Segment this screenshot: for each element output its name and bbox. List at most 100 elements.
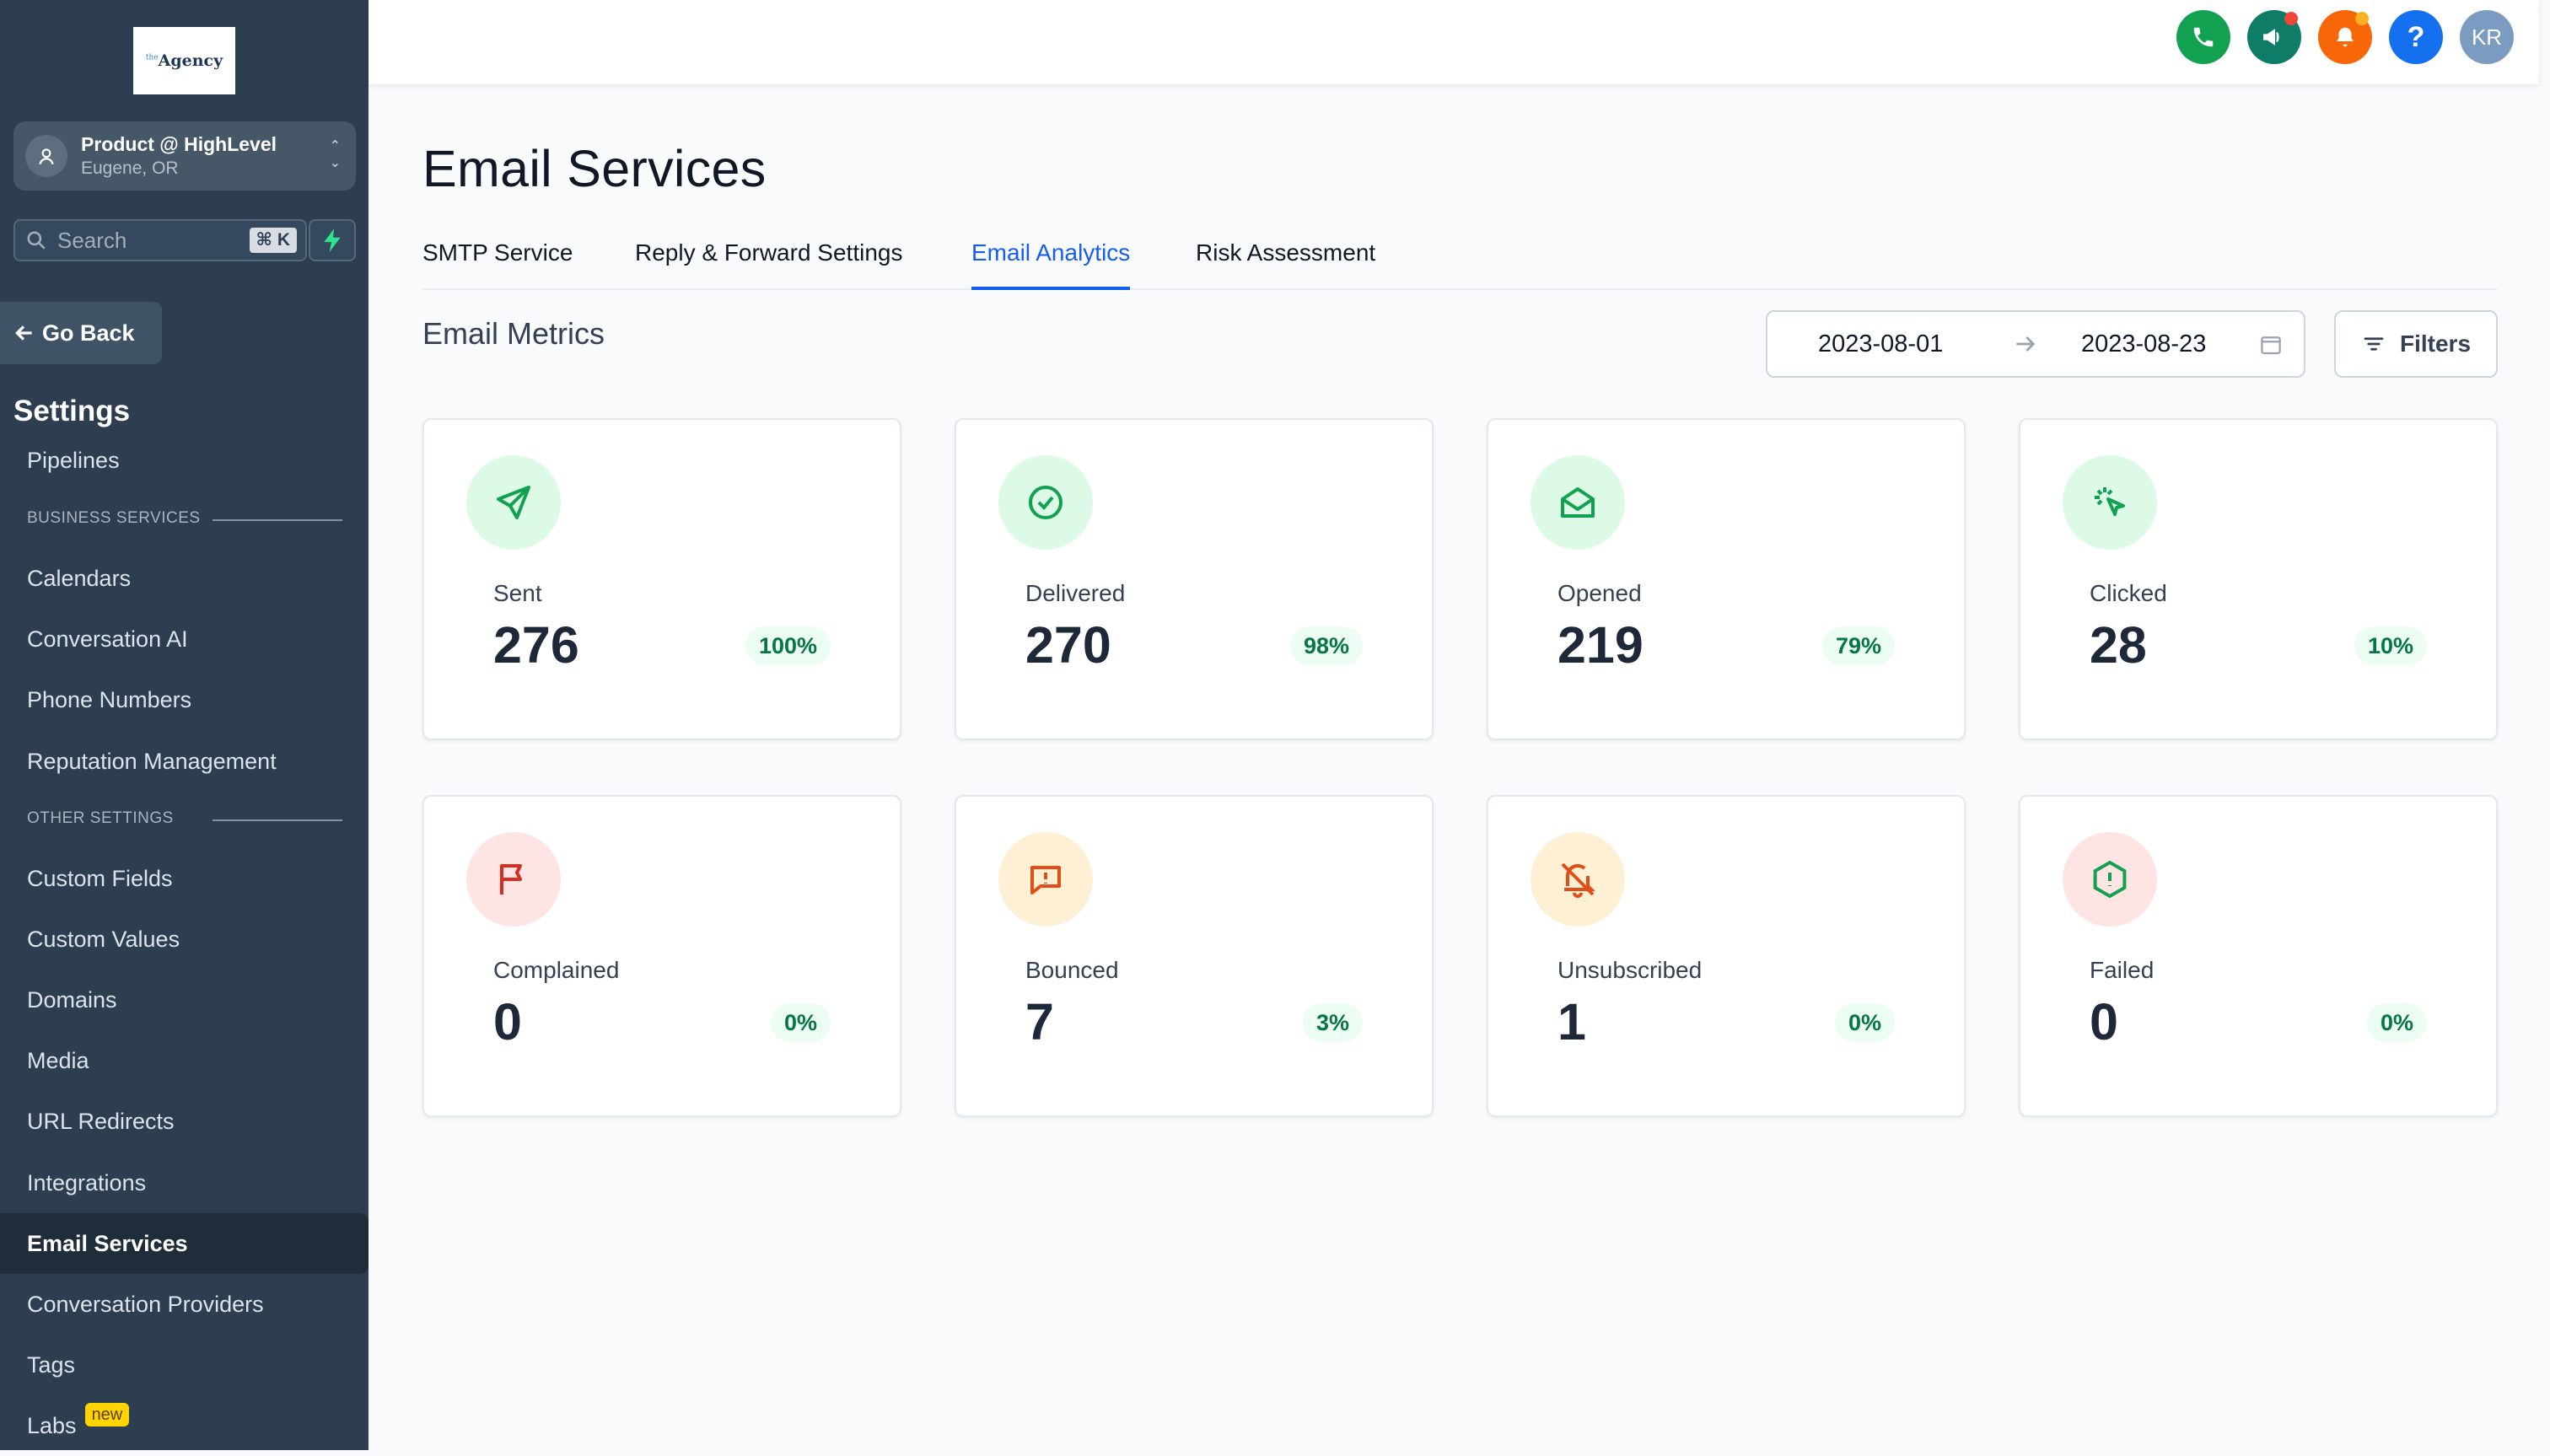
send-icon (466, 455, 561, 550)
metric-card-complained: Complained 0 0% (422, 795, 901, 1117)
phone-button[interactable] (2176, 10, 2230, 64)
filters-button[interactable]: Filters (2334, 310, 2498, 378)
metric-value: 0 (493, 993, 522, 1050)
date-range-picker[interactable]: 2023-08-01 2023-08-23 (1766, 310, 2305, 378)
logo-text: Agency (158, 51, 223, 70)
tab-reply-forward-settings[interactable]: Reply & Forward Settings (635, 239, 903, 266)
metric-card-sent: Sent 276 100% (422, 418, 901, 740)
metric-percent-badge: 0% (1834, 1003, 1895, 1042)
sidebar-item-custom-fields[interactable]: Custom Fields (27, 865, 173, 891)
tabs: SMTP Service Reply & Forward Settings Em… (422, 236, 2497, 290)
calendar-icon (2261, 336, 2281, 355)
go-back-label: Go Back (42, 320, 135, 346)
date-start[interactable]: 2023-08-01 (1818, 330, 1944, 357)
metric-card-failed: Failed 0 0% (2019, 795, 2498, 1117)
sidebar-item-conversation-providers[interactable]: Conversation Providers (27, 1291, 264, 1317)
sidebar-item-reputation-management[interactable]: Reputation Management (27, 748, 277, 774)
check-circle-icon (998, 455, 1093, 550)
metric-value: 219 (1557, 616, 1644, 674)
account-location: Eugene, OR (81, 158, 179, 178)
metric-percent-badge: 0% (2366, 1003, 2427, 1042)
metric-label: Complained (493, 957, 620, 983)
metric-percent-badge: 100% (745, 626, 831, 665)
search-input[interactable]: Search ⌘ K (13, 219, 307, 261)
notifications-button[interactable] (2318, 10, 2372, 64)
tab-risk-assessment[interactable]: Risk Assessment (1196, 239, 1376, 266)
metric-card-bounced: Bounced 7 3% (955, 795, 1434, 1117)
metric-value: 0 (2090, 993, 2118, 1050)
settings-title: Settings (13, 395, 131, 427)
metric-value: 28 (2090, 616, 2147, 674)
sidebar-item-domains[interactable]: Domains (27, 986, 117, 1013)
metric-label: Sent (493, 580, 542, 606)
user-avatar[interactable]: KR (2460, 10, 2514, 64)
date-end[interactable]: 2023-08-23 (2081, 330, 2207, 357)
sidebar-item-email-services[interactable]: Email Services (0, 1213, 369, 1274)
account-switcher[interactable]: Product @ HighLevel Eugene, OR ⌃ ⌄ (13, 121, 356, 191)
metric-value: 7 (1025, 993, 1054, 1050)
metric-percent-badge: 79% (1821, 626, 1895, 665)
arrow-right-icon (2016, 336, 2036, 352)
new-badge: new (84, 1403, 130, 1426)
sidebar: theAgency Product @ HighLevel Eugene, OR… (0, 0, 369, 1450)
go-back-button[interactable]: Go Back (0, 302, 162, 364)
metric-percent-badge: 98% (1289, 626, 1363, 665)
sidebar-item-custom-values[interactable]: Custom Values (27, 926, 180, 952)
sidebar-item-labs[interactable]: Labs new (0, 1395, 369, 1456)
metric-label: Bounced (1025, 957, 1119, 983)
metric-percent-badge: 0% (770, 1003, 831, 1042)
labs-label: Labs (27, 1412, 77, 1438)
search-icon (27, 231, 46, 250)
metric-card-clicked: Clicked 28 10% (2019, 418, 2498, 740)
tab-email-analytics[interactable]: Email Analytics (971, 239, 1131, 290)
sidebar-item-calendars[interactable]: Calendars (27, 565, 132, 591)
filters-label: Filters (2399, 330, 2472, 357)
metric-label: Opened (1557, 580, 1642, 606)
megaphone-icon (2263, 29, 2279, 46)
message-alert-icon (998, 832, 1093, 927)
bell-off-icon (1531, 832, 1625, 927)
metric-percent-badge: 3% (1302, 1003, 1363, 1042)
bell-icon (2337, 27, 2354, 47)
envelope-open-icon (1531, 455, 1625, 550)
sidebar-item-media[interactable]: Media (27, 1047, 89, 1073)
metric-value: 1 (1557, 993, 1586, 1050)
agency-logo[interactable]: theAgency (133, 27, 235, 94)
sidebar-item-integrations[interactable]: Integrations (27, 1169, 147, 1195)
quick-actions-button[interactable] (309, 219, 356, 261)
section-other-settings: OTHER SETTINGS (27, 809, 174, 827)
top-bar: ? KR (369, 0, 2539, 84)
sidebar-item-conversation-ai[interactable]: Conversation AI (27, 626, 188, 652)
help-icon: ? (2407, 20, 2425, 53)
location-icon (25, 135, 67, 177)
flag-icon (466, 832, 561, 927)
tab-smtp-service[interactable]: SMTP Service (422, 239, 573, 266)
section-divider (212, 819, 342, 821)
metric-value: 276 (493, 616, 579, 674)
avatar-initials: KR (2471, 24, 2503, 50)
help-button[interactable]: ? (2389, 10, 2443, 64)
metric-label: Clicked (2090, 580, 2167, 606)
bolt-icon (324, 228, 341, 252)
metric-card-delivered: Delivered 270 98% (955, 418, 1434, 740)
cursor-click-icon (2063, 455, 2157, 550)
sidebar-item-url-redirects[interactable]: URL Redirects (27, 1108, 175, 1134)
sidebar-item-pipelines[interactable]: Pipelines (27, 447, 120, 473)
filter-lines-icon (2364, 337, 2384, 351)
metric-label: Failed (2090, 957, 2155, 983)
metric-card-opened: Opened 219 79% (1487, 418, 1966, 740)
sidebar-item-tags[interactable]: Tags (27, 1351, 76, 1378)
page-title: Email Services (422, 140, 767, 197)
section-business-services: BUSINESS SERVICES (27, 509, 201, 527)
metric-value: 270 (1025, 616, 1111, 674)
account-name: Product @ HighLevel (81, 133, 277, 155)
notification-dot (2355, 12, 2369, 25)
chevron-up-down-icon: ⌃ ⌄ (329, 139, 341, 170)
notification-dot (2284, 12, 2298, 25)
metric-label: Unsubscribed (1557, 957, 1703, 983)
search-shortcut: ⌘ K (249, 228, 297, 253)
alert-hexagon-icon (2063, 832, 2157, 927)
sidebar-item-phone-numbers[interactable]: Phone Numbers (27, 686, 192, 712)
search-placeholder: Search (57, 227, 127, 253)
announcements-button[interactable] (2247, 10, 2301, 64)
